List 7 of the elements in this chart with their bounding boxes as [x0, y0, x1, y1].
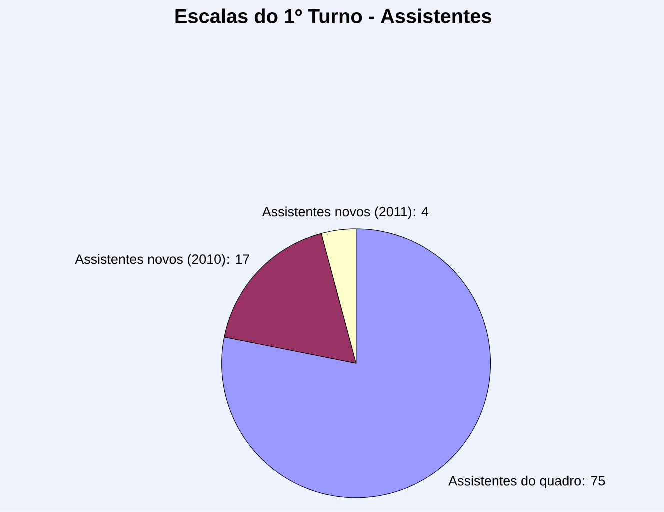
- slice-label: Assistentes do quadro: [448, 476, 582, 489]
- chart-title: Escalas do 1º Turno - Assistentes: [176, 8, 492, 24]
- data-label: : 4: [414, 207, 429, 217]
- slice-label: Assistentes novos (2011): [262, 206, 412, 220]
- data-label: : 75: [583, 476, 606, 486]
- slice-label: Assistentes novos (2010): [75, 254, 226, 267]
- data-label: : 17: [228, 254, 250, 264]
